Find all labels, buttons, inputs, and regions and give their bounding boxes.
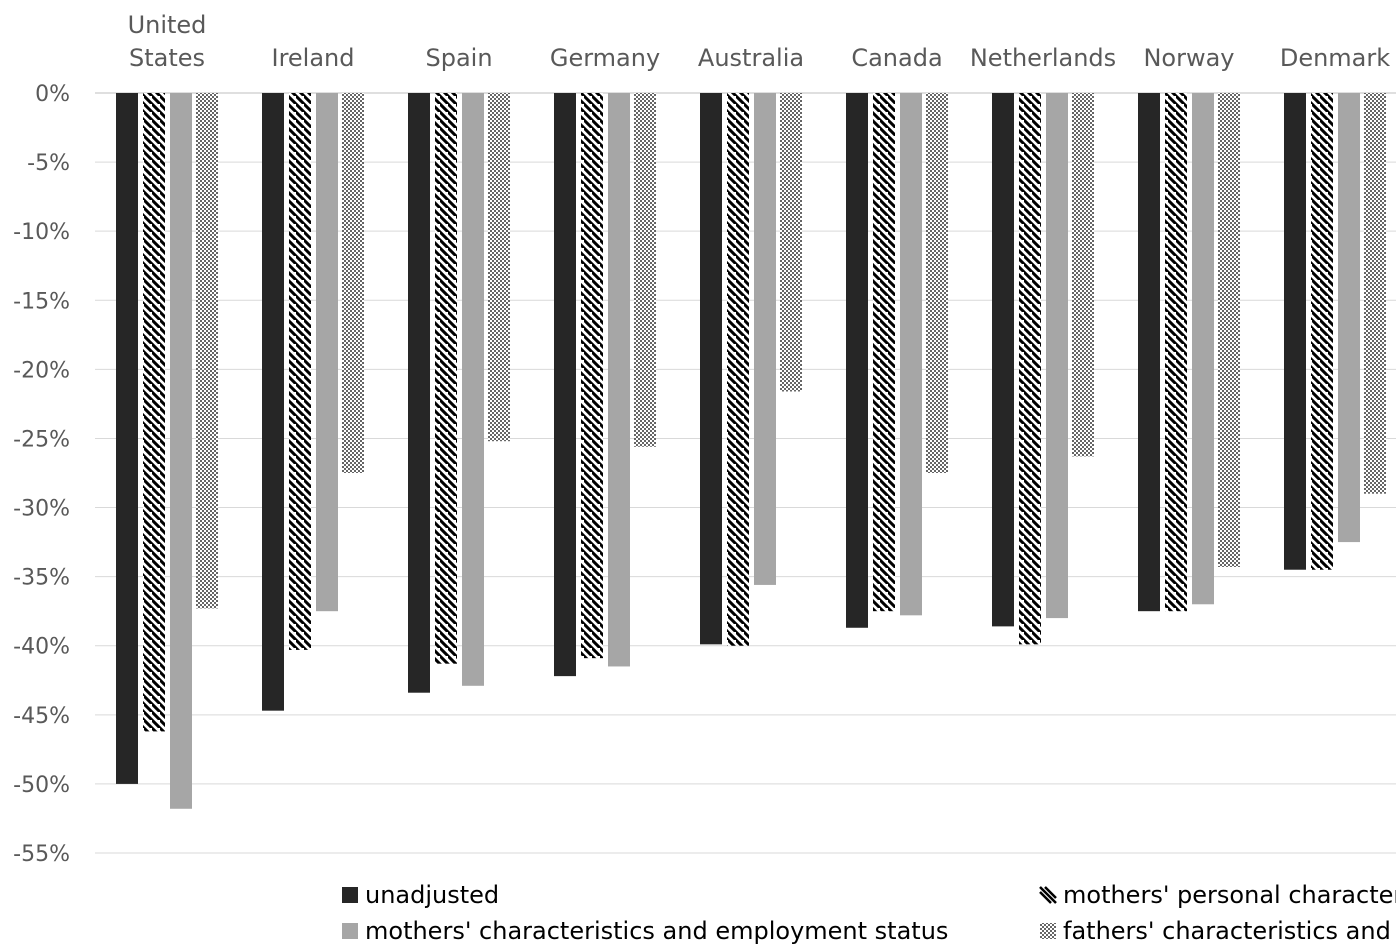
bar xyxy=(1338,93,1360,543)
y-tick-label: -15% xyxy=(13,289,70,314)
y-tick-label: -25% xyxy=(13,427,70,452)
bar xyxy=(1072,93,1094,457)
legend-item: mothers' personal characteris xyxy=(1039,881,1396,909)
legend-swatch xyxy=(342,923,358,939)
category-label: Netherlands xyxy=(970,44,1116,72)
bar xyxy=(1138,93,1160,612)
bar xyxy=(1284,93,1306,570)
y-tick-label: -35% xyxy=(13,566,70,591)
y-tick-label: -45% xyxy=(13,704,70,729)
legend-swatch xyxy=(1039,886,1057,904)
bar xyxy=(554,93,576,677)
category-label: States xyxy=(129,44,205,72)
bar xyxy=(262,93,284,711)
bar xyxy=(1311,93,1333,570)
y-tick-label: 0% xyxy=(35,82,70,107)
bar xyxy=(1364,93,1386,494)
bar xyxy=(992,93,1014,627)
category-label: Canada xyxy=(851,44,942,72)
bar xyxy=(608,93,630,667)
category-label: Norway xyxy=(1143,44,1234,72)
legend-swatch xyxy=(342,887,358,903)
bar xyxy=(408,93,430,693)
bar xyxy=(846,93,868,628)
y-tick-label: -40% xyxy=(13,635,70,660)
legend-label: unadjusted xyxy=(365,881,499,909)
category-label: United xyxy=(128,11,207,39)
bar xyxy=(926,93,948,473)
bar xyxy=(488,93,510,442)
y-tick-label: -10% xyxy=(13,220,70,245)
category-label: Australia xyxy=(698,44,804,72)
bar xyxy=(900,93,922,616)
y-tick-label: -55% xyxy=(13,842,70,867)
legend-item: mothers' characteristics and employment … xyxy=(342,917,948,945)
bar xyxy=(1046,93,1068,619)
bar xyxy=(342,93,364,473)
legend-label: mothers' characteristics and employment … xyxy=(365,917,948,945)
bar xyxy=(116,93,138,784)
bar xyxy=(700,93,722,645)
x-axis: United States Ireland Spain Germany Australia… xyxy=(128,11,1391,72)
legend-label: mothers' personal characteris xyxy=(1063,881,1396,909)
bar xyxy=(462,93,484,686)
y-tick-label: -20% xyxy=(13,358,70,383)
bar xyxy=(754,93,776,585)
bar xyxy=(1019,93,1041,645)
bar xyxy=(873,93,895,612)
category-label: Denmark xyxy=(1280,44,1390,72)
bar xyxy=(780,93,802,392)
bar xyxy=(289,93,311,650)
bar xyxy=(170,93,192,809)
bar xyxy=(143,93,165,732)
y-axis: 0% -5% -10% -15% -20% -25% -30% -35% -40% -45% -50… xyxy=(13,82,70,867)
legend-item: unadjusted xyxy=(342,881,499,909)
category-label: Germany xyxy=(550,44,660,72)
category-label: Ireland xyxy=(271,44,354,72)
legend-label: fathers' characteristics and er xyxy=(1063,917,1396,945)
category-label: Spain xyxy=(425,44,492,72)
y-tick-label: -30% xyxy=(13,497,70,522)
y-tick-label: -5% xyxy=(27,151,70,176)
legend-item: fathers' characteristics and er xyxy=(1040,917,1396,945)
bar xyxy=(316,93,338,612)
bars xyxy=(116,93,1386,809)
bar xyxy=(1192,93,1214,605)
bar xyxy=(634,93,656,447)
bar xyxy=(435,93,457,664)
bar xyxy=(1218,93,1240,567)
legend-swatch xyxy=(1040,923,1056,939)
y-tick-label: -50% xyxy=(13,773,70,798)
bar xyxy=(196,93,218,609)
bar xyxy=(727,93,749,646)
legend: unadjusted mothers' personal characteris m… xyxy=(342,881,1396,945)
bar xyxy=(1165,93,1187,612)
bar xyxy=(581,93,603,659)
